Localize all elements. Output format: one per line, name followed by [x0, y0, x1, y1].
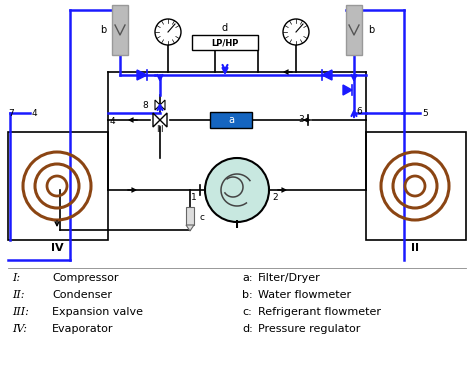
Text: Condenser: Condenser: [52, 290, 112, 300]
Text: 4: 4: [110, 117, 116, 126]
Text: IV:: IV:: [12, 324, 27, 334]
Text: I: I: [235, 220, 239, 230]
Text: c:: c:: [242, 307, 252, 317]
Bar: [346, 5, 362, 55]
Polygon shape: [160, 113, 167, 127]
Text: 5: 5: [422, 108, 428, 117]
Polygon shape: [343, 85, 352, 95]
Bar: [186, 207, 194, 225]
Polygon shape: [153, 113, 160, 127]
Text: 6: 6: [356, 108, 362, 117]
Text: 3: 3: [298, 115, 304, 124]
Circle shape: [155, 19, 181, 45]
Text: Refrigerant flowmeter: Refrigerant flowmeter: [258, 307, 381, 317]
Text: IV: IV: [51, 243, 64, 253]
Text: b:: b:: [242, 290, 253, 300]
Text: 2: 2: [272, 193, 278, 202]
Text: Expansion valve: Expansion valve: [52, 307, 143, 317]
Text: Evaporator: Evaporator: [52, 324, 113, 334]
Text: 1: 1: [191, 193, 197, 202]
Text: Pressure regulator: Pressure regulator: [258, 324, 360, 334]
Text: b: b: [100, 25, 106, 35]
Text: c: c: [200, 213, 205, 223]
Circle shape: [205, 158, 269, 222]
Text: d: d: [222, 23, 228, 33]
Bar: [8, 132, 108, 240]
Text: Water flowmeter: Water flowmeter: [258, 290, 351, 300]
Text: Filter/Dryer: Filter/Dryer: [258, 273, 321, 283]
Text: a: a: [228, 115, 234, 125]
Text: I:: I:: [12, 273, 20, 283]
Text: d:: d:: [242, 324, 253, 334]
Text: III: III: [156, 126, 164, 135]
Polygon shape: [322, 70, 332, 80]
Text: II:: II:: [12, 290, 25, 300]
Bar: [192, 35, 258, 50]
Polygon shape: [155, 100, 160, 110]
Text: 4: 4: [32, 108, 37, 117]
Bar: [112, 5, 128, 55]
Circle shape: [283, 19, 309, 45]
Text: III:: III:: [12, 307, 29, 317]
Polygon shape: [160, 100, 165, 110]
Text: a:: a:: [242, 273, 253, 283]
Bar: [366, 132, 466, 240]
Text: b: b: [368, 25, 374, 35]
Text: 8: 8: [142, 101, 148, 110]
Polygon shape: [186, 225, 194, 231]
Text: II: II: [411, 243, 419, 253]
Polygon shape: [137, 70, 147, 80]
Text: LP/HP: LP/HP: [211, 38, 239, 47]
Text: Compressor: Compressor: [52, 273, 118, 283]
Bar: [210, 112, 252, 128]
Text: 7: 7: [8, 108, 14, 117]
